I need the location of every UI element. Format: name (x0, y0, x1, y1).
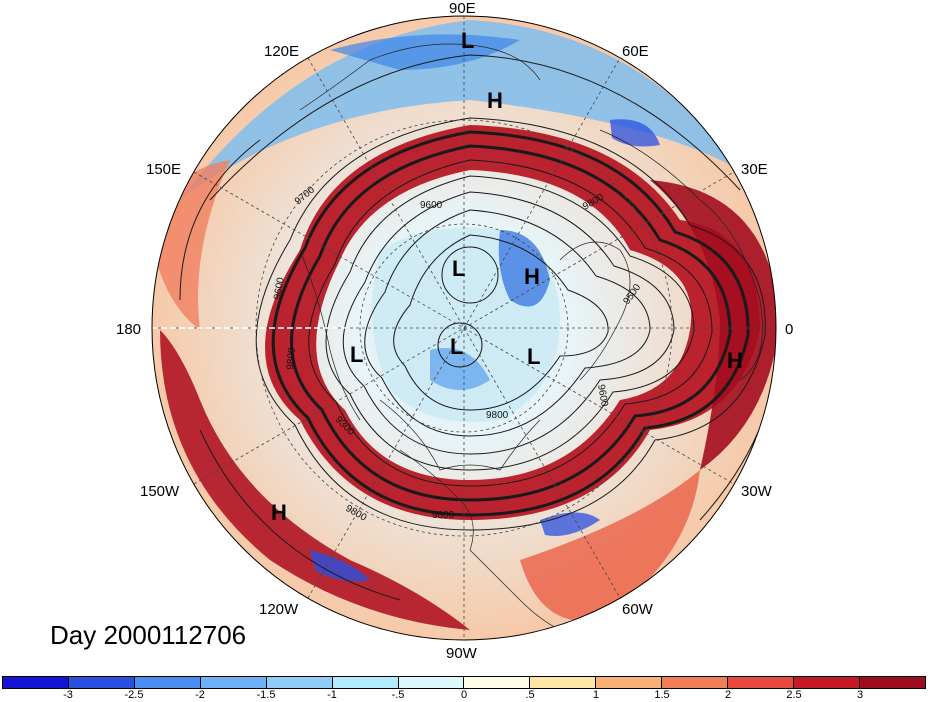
colorbar-tick-label: -2.5 (124, 689, 144, 701)
lon-label-0: 0 (785, 321, 793, 338)
colorbar-swatch (68, 677, 135, 688)
colorbar-tick-labels: -3 -2.5 -2 -1.5 -1 -.5 0 .5 1 1.5 2 2.5 3 (2, 689, 926, 702)
contour-label: 9600 (595, 384, 610, 408)
lon-label-180: 180 (116, 321, 141, 338)
colorbar-swatch (200, 677, 267, 688)
colorbar-swatch (728, 677, 795, 688)
colorbar-tick-label: 1.5 (654, 689, 670, 701)
contour-label: 9600 (420, 200, 443, 211)
colorbar-tick-label: -1.5 (256, 689, 276, 701)
low-center: L (452, 256, 465, 281)
colorbar-tick-label: -3 (63, 689, 73, 701)
longitude-labels: 90E 60E 30E 0 30W 60W 90W 120W 150W 180 … (116, 0, 793, 662)
high-center: H (524, 264, 540, 289)
colorbar-swatch (859, 677, 925, 688)
colorbar-tick-label: .5 (525, 689, 535, 701)
high-center: H (271, 500, 287, 525)
low-center: L (461, 28, 474, 53)
lon-label-150e: 150E (146, 161, 181, 178)
colorbar-swatch (530, 677, 597, 688)
high-center: H (487, 88, 503, 113)
contour-label: 9800 (285, 347, 298, 371)
lon-label-90e: 90E (449, 0, 476, 17)
colorbar-tick-label: 2.5 (786, 689, 802, 701)
colorbar-swatch (596, 677, 663, 688)
lon-label-90w: 90W (446, 645, 478, 662)
colorbar-tick-label: -.5 (391, 689, 405, 701)
pressure-centers: L H L H L L L H H (271, 28, 743, 525)
colorbar-swatch (134, 677, 201, 688)
colorbar-swatch (662, 677, 729, 688)
coastlines (299, 43, 763, 631)
colorbar-tick-label: 2 (724, 689, 732, 701)
high-center: H (727, 348, 743, 373)
colorbar-swatch (464, 677, 531, 688)
lon-label-30e: 30E (741, 161, 768, 178)
contour-label: 9800 (486, 410, 509, 421)
colorbar-swatch (398, 677, 465, 688)
colorbar-swatch (794, 677, 860, 688)
lon-label-60w: 60W (622, 601, 654, 618)
colorbar-swatch (3, 677, 69, 688)
lon-label-60e: 60E (622, 43, 649, 60)
colorbar-swatch (332, 677, 399, 688)
colorbar-tick-label: -1 (327, 689, 337, 701)
contour-label: 9800 (432, 510, 455, 521)
lon-label-30w: 30W (741, 483, 773, 500)
lon-label-120e: 120E (264, 43, 299, 60)
colorbar-tick-label: 0 (460, 689, 468, 701)
contour-label: 9600 (272, 276, 287, 300)
map-border (151, 15, 777, 641)
lon-label-150w: 150W (140, 483, 180, 500)
colorbar-tick-label: -2 (195, 689, 205, 701)
lon-label-120w: 120W (259, 601, 299, 618)
colorbar-swatch (266, 677, 333, 688)
low-center: L (350, 342, 363, 367)
low-center: L (450, 334, 463, 359)
day-label: Day 2000112706 (50, 620, 247, 650)
low-center: L (527, 344, 540, 369)
colorbar-tick-label: 1 (592, 689, 600, 701)
colorbar (2, 676, 926, 689)
colorbar-tick-label: 3 (856, 689, 864, 701)
